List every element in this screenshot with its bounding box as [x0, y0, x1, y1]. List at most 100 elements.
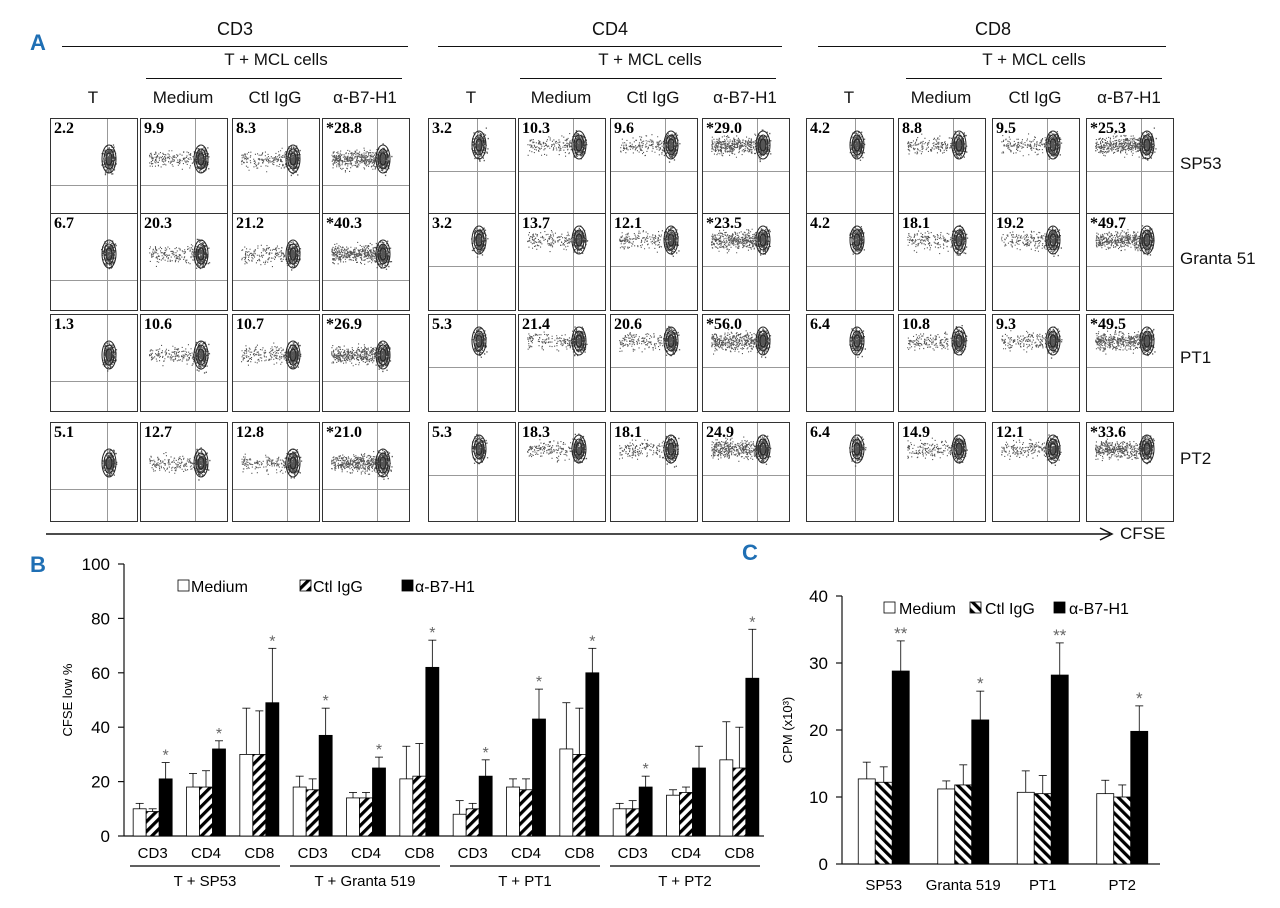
- facs-percent: *23.5: [706, 215, 742, 232]
- contour-ring: [475, 138, 483, 152]
- contour-ring: [101, 144, 117, 174]
- contour-ring: [475, 334, 483, 348]
- column-header: T: [465, 88, 477, 107]
- bar: [612, 808, 627, 837]
- event-dots: [331, 240, 393, 270]
- significance-star: *: [429, 625, 435, 642]
- facs-plot: *28.8: [322, 118, 410, 216]
- group-underline: [818, 46, 1166, 47]
- facs-plot: 1.3: [50, 314, 138, 412]
- facs-dots: [471, 433, 489, 465]
- facs-plot: 9.9: [140, 118, 228, 216]
- significance-star: *: [163, 748, 169, 765]
- bar: [532, 718, 546, 837]
- quadrant-line: [51, 381, 137, 382]
- bar: [452, 813, 467, 837]
- facs-percent: 10.7: [236, 316, 264, 333]
- quadrant-line: [703, 266, 789, 267]
- facs-dots: [331, 340, 392, 373]
- y-axis-label: CFSE low %: [60, 663, 75, 736]
- x-tick-label: CD4: [511, 845, 541, 862]
- event-dots: [1001, 131, 1063, 160]
- quadrant-line: [665, 214, 666, 310]
- facs-percent: 9.6: [614, 120, 634, 137]
- significance-star: *: [589, 633, 595, 650]
- event-dots: [907, 130, 968, 159]
- x-tick-label: CD8: [724, 845, 754, 862]
- group-title-cd8: CD8: [974, 19, 1011, 39]
- contour-ring: [471, 434, 487, 464]
- facs-plot: 12.8: [232, 422, 320, 522]
- y-tick-label: 40: [91, 718, 110, 737]
- contour-ring: [193, 340, 209, 370]
- facs-plot: 6.4: [806, 422, 894, 522]
- x-tick-label: SP53: [865, 877, 902, 894]
- quadrant-line: [573, 423, 574, 521]
- facs-dots: [907, 224, 969, 256]
- contour-ring: [193, 239, 209, 269]
- contour-ring: [757, 229, 769, 251]
- contour-ring: [473, 330, 485, 352]
- group-label: T + Granta 519: [314, 873, 415, 890]
- bar: [1050, 674, 1069, 865]
- contour-ring: [665, 134, 677, 156]
- contour-ring: [105, 348, 113, 362]
- quadrant-line: [519, 475, 605, 476]
- legend-label: α-B7-H1: [415, 579, 475, 596]
- contour-ring: [287, 344, 299, 366]
- facs-dots: [471, 225, 489, 258]
- contour-ring: [473, 229, 485, 251]
- bar: [425, 666, 440, 837]
- facs-percent: 18.3: [522, 424, 550, 441]
- quadrant-line: [703, 367, 789, 368]
- bar: [1096, 793, 1115, 865]
- facs-plot: 9.3: [992, 314, 1080, 412]
- facs-plot: 4.2: [806, 213, 894, 311]
- facs-plot: *29.0: [702, 118, 790, 216]
- group-label: T + PT1: [498, 873, 552, 890]
- facs-dots: [849, 326, 866, 358]
- quadrant-line: [1047, 423, 1048, 521]
- contour-ring: [955, 138, 963, 152]
- facs-dots: [907, 130, 968, 160]
- quadrant-line: [855, 214, 856, 310]
- bar: [265, 702, 280, 837]
- contour-ring: [759, 334, 767, 348]
- contour-ring: [473, 438, 485, 460]
- facs-percent: 19.2: [996, 215, 1024, 232]
- event-dots: [849, 327, 866, 358]
- x-tick-label: PT2: [1108, 877, 1136, 894]
- quadrant-line: [665, 423, 666, 521]
- bar: [937, 788, 956, 865]
- cfse-label: CFSE: [1120, 524, 1166, 543]
- bar: [1016, 791, 1035, 865]
- group-subtitle-cd8: T + MCL cells: [982, 50, 1086, 69]
- quadrant-line: [573, 119, 574, 215]
- bar: [857, 778, 876, 865]
- facs-percent: *33.6: [1090, 424, 1126, 441]
- quadrant-line: [993, 367, 1079, 368]
- contour-ring: [195, 452, 207, 474]
- facs-percent: 18.1: [902, 215, 930, 232]
- contour-ring: [285, 144, 301, 174]
- bar: [679, 792, 693, 837]
- bar: [666, 794, 680, 837]
- contour-ring: [757, 134, 769, 156]
- event-dots: [1095, 225, 1155, 256]
- contour-ring: [573, 134, 585, 156]
- quadrant-line: [757, 119, 758, 215]
- facs-plot: 20.6: [610, 314, 698, 412]
- quadrant-line: [51, 280, 137, 281]
- facs-dots: [711, 129, 772, 163]
- legend-label: Ctl IgG: [313, 579, 363, 596]
- bar: [292, 786, 307, 837]
- contour-ring: [197, 247, 205, 261]
- quadrant-line: [1141, 119, 1142, 215]
- column-header: Medium: [152, 88, 214, 107]
- bar: [239, 753, 254, 837]
- group-label: T + SP53: [174, 873, 237, 890]
- contour-ring: [475, 442, 483, 456]
- quadrant-line: [1141, 214, 1142, 310]
- facs-plot: *56.0: [702, 314, 790, 412]
- facs-plot: *23.5: [702, 213, 790, 311]
